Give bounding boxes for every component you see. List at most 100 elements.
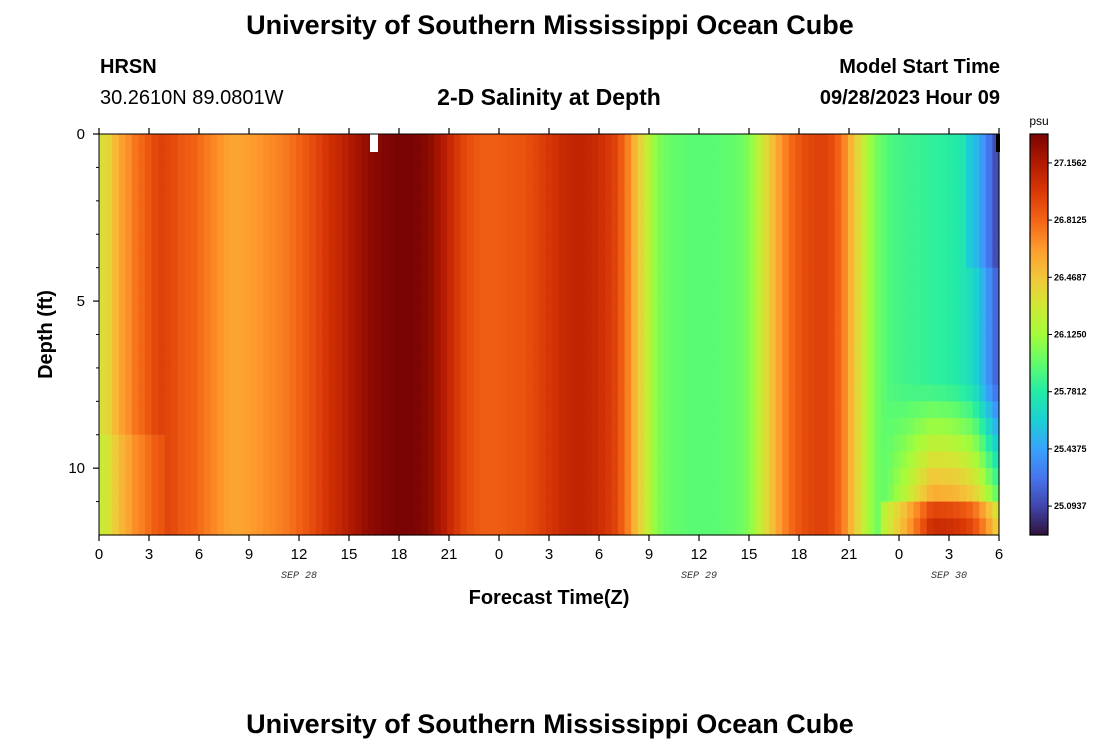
heatmap-cell	[939, 284, 948, 302]
heatmap-cell	[177, 284, 185, 302]
heatmap-cell	[164, 134, 172, 152]
heatmap-cell	[966, 484, 974, 503]
heatmap-cell	[177, 518, 185, 536]
heatmap-cell	[775, 167, 783, 185]
heatmap-cell	[571, 234, 580, 252]
heatmap-cell	[552, 200, 560, 219]
heatmap-cell	[900, 317, 908, 336]
heatmap-cell	[539, 501, 547, 519]
heatmap-cell	[223, 184, 231, 202]
heatmap-cell	[466, 334, 475, 352]
heatmap-cell	[900, 334, 908, 352]
heatmap-cell	[953, 234, 961, 252]
heatmap-cell	[217, 267, 225, 285]
heatmap-cell	[361, 401, 369, 419]
heatmap-cell	[841, 401, 849, 419]
heatmap-cell	[933, 484, 941, 503]
heatmap-cell	[276, 250, 284, 269]
heatmap-cell	[907, 167, 915, 185]
heatmap-cell	[519, 334, 527, 352]
heatmap-cell	[440, 217, 448, 235]
heatmap-cell	[788, 167, 796, 185]
heatmap-cell	[539, 184, 547, 202]
heatmap-cell	[841, 367, 849, 386]
heatmap-cell	[256, 217, 264, 235]
heatmap-cell	[138, 468, 146, 486]
heatmap-cell	[177, 267, 185, 285]
heatmap-cell	[565, 351, 573, 369]
heatmap-cell	[506, 418, 514, 436]
heatmap-cell	[972, 234, 980, 252]
heatmap-cell	[808, 301, 816, 319]
heatmap-cell	[447, 284, 455, 302]
heatmap-cell	[480, 334, 488, 352]
heatmap-cell	[230, 301, 238, 319]
heatmap-cell	[480, 184, 488, 202]
heatmap-cell	[755, 150, 764, 169]
heatmap-cell	[302, 167, 310, 185]
heatmap-cell	[480, 317, 488, 336]
heatmap-cell	[190, 234, 199, 252]
heatmap-cell	[821, 334, 829, 352]
heatmap-cell	[861, 167, 869, 185]
heatmap-cell	[716, 384, 724, 402]
heatmap-cell	[322, 334, 330, 352]
heatmap-cell	[650, 418, 658, 436]
heatmap-cell	[604, 250, 613, 269]
heatmap-cell	[144, 367, 153, 386]
heatmap-cell	[598, 267, 606, 285]
heatmap-cell	[407, 518, 415, 536]
heatmap-cell	[939, 134, 948, 152]
heatmap-cell	[512, 250, 521, 269]
heatmap-cell	[414, 134, 422, 152]
heatmap-cell	[709, 150, 718, 169]
heatmap-cell	[125, 301, 133, 319]
heatmap-cell	[473, 451, 481, 469]
heatmap-cell	[788, 518, 796, 536]
heatmap-cell	[821, 184, 829, 202]
heatmap-cell	[966, 334, 974, 352]
heatmap-cell	[177, 334, 185, 352]
heatmap-cell	[624, 317, 632, 336]
heatmap-cell	[854, 367, 862, 386]
heatmap-cell	[414, 468, 422, 486]
heatmap-cell	[125, 267, 133, 285]
heatmap-cell	[788, 317, 796, 336]
heatmap-cell	[512, 334, 521, 352]
heatmap-cell	[598, 384, 606, 402]
heatmap-cell	[315, 250, 323, 269]
heatmap-cell	[112, 250, 120, 269]
heatmap-cell	[598, 134, 606, 152]
heatmap-cell	[473, 351, 481, 369]
heatmap-cell	[604, 217, 613, 235]
heatmap-cell	[558, 484, 567, 503]
heatmap-cell	[243, 518, 251, 536]
heatmap-cell	[854, 434, 862, 453]
heatmap-cell	[736, 134, 744, 152]
heatmap-cell	[578, 200, 586, 219]
heatmap-cell	[99, 334, 107, 352]
heatmap-cell	[414, 451, 422, 469]
heatmap-cell	[493, 484, 501, 503]
heatmap-cell	[663, 401, 672, 419]
heatmap-cell	[821, 484, 829, 503]
heatmap-cell	[571, 468, 580, 486]
heatmap-cell	[296, 351, 304, 369]
heatmap-cell	[677, 167, 685, 185]
heatmap-cell	[486, 434, 494, 453]
heatmap-cell	[512, 468, 521, 486]
heatmap-cell	[598, 418, 606, 436]
heatmap-cell	[328, 301, 337, 319]
heatmap-cell	[985, 250, 994, 269]
heatmap-cell	[539, 484, 547, 503]
heatmap-cell	[736, 351, 744, 369]
heatmap-cell	[374, 501, 383, 519]
heatmap-cell	[736, 200, 744, 219]
heatmap-cell	[874, 317, 882, 336]
heatmap-cell	[105, 451, 113, 469]
heatmap-cell	[788, 334, 796, 352]
heatmap-cell	[151, 217, 159, 235]
x-tick-label: 3	[945, 546, 953, 563]
heatmap-cell	[118, 484, 126, 503]
heatmap-cell	[223, 451, 231, 469]
